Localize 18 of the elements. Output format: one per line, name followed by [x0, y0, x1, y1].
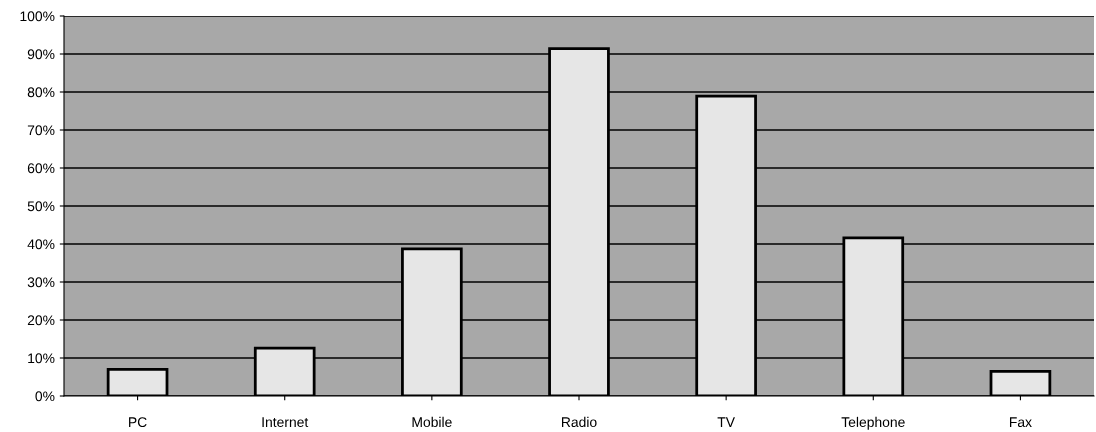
y-tick-label: 0% [35, 391, 55, 402]
y-tick-label: 70% [27, 125, 55, 136]
y-tick-label: 40% [27, 239, 55, 250]
x-tick-label: Internet [262, 417, 309, 428]
x-tick-label: Mobile [412, 416, 452, 428]
y-tick-label: 20% [27, 315, 55, 326]
y-tick-label: 90% [27, 49, 55, 60]
y-tick-label: 10% [28, 353, 55, 364]
x-tick-label: Telephone [841, 416, 905, 430]
y-tick-label: 50% [27, 201, 55, 212]
y-tick-label: 60% [27, 163, 55, 174]
y-tick-label: 100% [20, 11, 55, 22]
x-tick-label: PC [129, 417, 147, 428]
x-tick-label: TV [717, 417, 735, 427]
y-tick-label: 80% [27, 87, 55, 98]
x-tick-label: Fax [1009, 417, 1032, 428]
y-tick-label: 30% [27, 277, 55, 288]
x-tick-label: Radio [562, 416, 597, 428]
